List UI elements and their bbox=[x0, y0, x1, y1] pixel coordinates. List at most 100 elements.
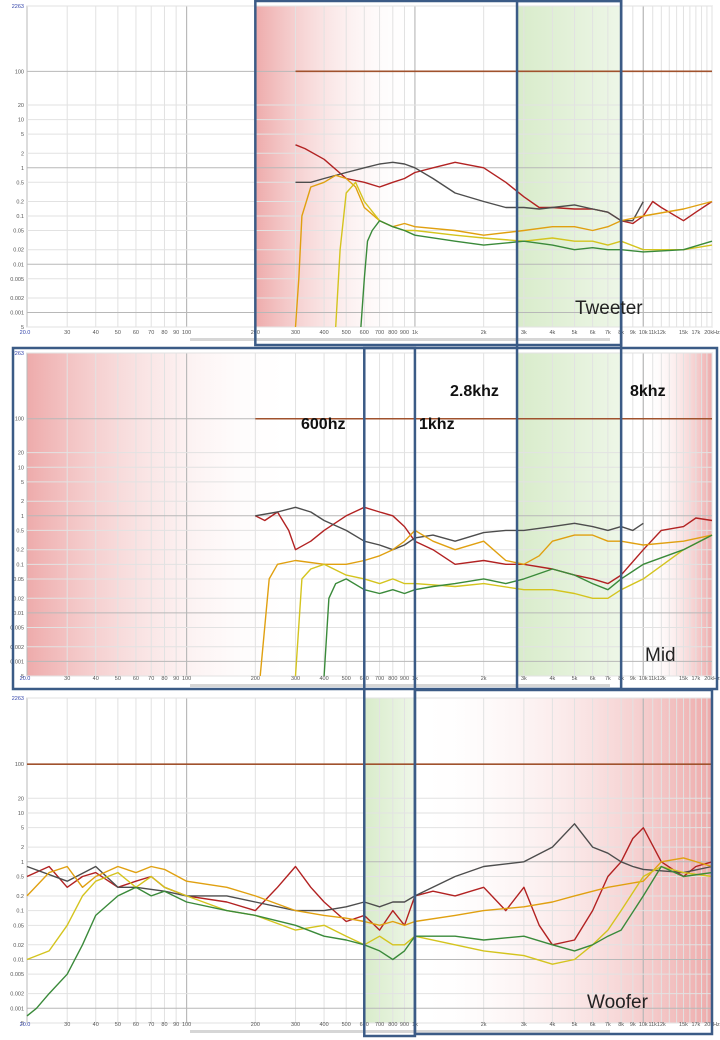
y-tick-label: 0.01 bbox=[13, 957, 24, 963]
series-orange-line bbox=[26, 857, 713, 926]
x-tick-label: 11k bbox=[648, 1022, 657, 1028]
annotation-2-8khz: 2.8khz bbox=[450, 383, 499, 400]
y-tick-label: 0.001 bbox=[10, 1006, 24, 1012]
green-band bbox=[517, 6, 622, 327]
x-tick-label: 60 bbox=[133, 676, 139, 682]
x-tick-label: 5k bbox=[572, 330, 578, 336]
x-tick-label: 900 bbox=[400, 330, 409, 336]
x-tick-label: 12k bbox=[657, 330, 666, 336]
x-tick-label: 70 bbox=[148, 1022, 154, 1028]
x-tick-label: 11k bbox=[648, 676, 657, 682]
x-tick-label: 400 bbox=[319, 1022, 328, 1028]
woofer-label: Woofer bbox=[587, 992, 649, 1013]
x-tick-label: 500 bbox=[342, 1022, 351, 1028]
x-tick-label: 10k bbox=[639, 676, 648, 682]
x-tick-label: 9k bbox=[630, 330, 636, 336]
series-yellow-line bbox=[294, 534, 713, 677]
tweeter-label: Tweeter bbox=[575, 298, 643, 319]
x-tick-label: 2k bbox=[481, 330, 487, 336]
y-tick-label: 100 bbox=[15, 762, 24, 768]
x-tick-label: 800 bbox=[388, 330, 397, 336]
x-tick-label: 17k bbox=[691, 330, 700, 336]
x-tick-label: 10k bbox=[639, 330, 648, 336]
y-tick-label: 0.002 bbox=[10, 296, 24, 302]
x-tick-label: 7k bbox=[605, 1022, 611, 1028]
annotation-600hz: 600hz bbox=[301, 416, 345, 433]
y-tick-label: 100 bbox=[15, 69, 24, 75]
x-tick-label: 400 bbox=[319, 330, 328, 336]
y-tick-label: 5 bbox=[21, 132, 24, 138]
x-tick-label: 40 bbox=[93, 676, 99, 682]
scrollbar bbox=[190, 684, 610, 687]
x-tick-label: 90 bbox=[173, 1022, 179, 1028]
y-tick-label: 1 bbox=[21, 514, 24, 520]
y-tick-label: 0.001 bbox=[10, 659, 24, 665]
x-tick-label: 20.0 bbox=[20, 1022, 31, 1028]
x-tick-label: 3k bbox=[521, 1022, 527, 1028]
x-tick-label: 500 bbox=[342, 330, 351, 336]
y-tick-label: 5 bbox=[21, 674, 24, 680]
x-tick-label: 11k bbox=[648, 330, 657, 336]
series-orange-line bbox=[294, 174, 713, 328]
y-tick-label: 0.02 bbox=[13, 943, 24, 949]
x-tick-label: 90 bbox=[173, 330, 179, 336]
green-band bbox=[364, 698, 415, 1023]
x-tick-label: 5k bbox=[572, 1022, 578, 1028]
x-tick-label: 40 bbox=[93, 330, 99, 336]
x-tick-label: 800 bbox=[388, 1022, 397, 1028]
pink-band-right bbox=[643, 353, 712, 676]
mid-panel: 2263 100 20 10 5 2 1 0.5 0.2 0.1 0.05 0.02 0.01 0.005… bbox=[10, 351, 720, 687]
x-tick-label: 900 bbox=[400, 1022, 409, 1028]
series-red-line bbox=[26, 827, 713, 946]
x-tick-label: 4k bbox=[549, 330, 555, 336]
x-tick-label: 17k bbox=[691, 1022, 700, 1028]
x-tick-label: 100 bbox=[182, 1022, 191, 1028]
green-band bbox=[517, 353, 622, 676]
y-tick-label: 0.005 bbox=[10, 625, 24, 631]
y-tick-label: 2263 bbox=[12, 351, 24, 357]
x-tick-label: 30 bbox=[64, 330, 70, 336]
y-tick-label: 2263 bbox=[12, 696, 24, 702]
x-tick-label: 300 bbox=[291, 676, 300, 682]
x-tick-label: 15k bbox=[679, 1022, 688, 1028]
y-tick-label: 2 bbox=[21, 499, 24, 505]
x-tick-label: 6k bbox=[590, 330, 596, 336]
x-tick-label: 70 bbox=[148, 676, 154, 682]
x-tick-label: 5k bbox=[572, 676, 578, 682]
x-tick-label: 700 bbox=[375, 330, 384, 336]
x-tick-label: 9k bbox=[630, 1022, 636, 1028]
x-tick-label: 9k bbox=[630, 676, 636, 682]
y-tick-label: 0.5 bbox=[16, 180, 24, 186]
x-tick-label: 2k bbox=[481, 676, 487, 682]
y-tick-label: 100 bbox=[15, 417, 24, 423]
x-tick-label: 30 bbox=[64, 1022, 70, 1028]
x-tick-label: 20kHz bbox=[704, 676, 720, 682]
y-tick-label: 0.005 bbox=[10, 972, 24, 978]
y-tick-label: 0.1 bbox=[16, 214, 24, 220]
y-tick-label: 0.02 bbox=[13, 596, 24, 602]
x-tick-label: 7k bbox=[605, 330, 611, 336]
y-tick-label: 0.2 bbox=[16, 200, 24, 206]
y-tick-label: 0.002 bbox=[10, 992, 24, 998]
x-tick-label: 700 bbox=[375, 676, 384, 682]
series-yellow-line bbox=[335, 181, 713, 328]
x-tick-label: 100 bbox=[182, 676, 191, 682]
tweeter-panel: 2263 100 20 10 5 2 1 0.5 0.2 0.1 0.05 0.02 0.01 0.005… bbox=[10, 4, 720, 341]
series-gray-line bbox=[26, 823, 713, 912]
x-tick-label: 200 bbox=[251, 1022, 260, 1028]
x-tick-label: 80 bbox=[161, 1022, 167, 1028]
x-tick-label: 90 bbox=[173, 676, 179, 682]
y-tick-label: 0.05 bbox=[13, 229, 24, 235]
series-gray-line bbox=[295, 161, 644, 222]
x-tick-label: 500 bbox=[342, 676, 351, 682]
y-tick-label: 0.2 bbox=[16, 894, 24, 900]
y-tick-label: 0.01 bbox=[13, 262, 24, 268]
y-tick-label: 0.1 bbox=[16, 909, 24, 915]
y-tick-label: 0.5 bbox=[16, 875, 24, 881]
y-tick-label: 5 bbox=[21, 325, 24, 331]
x-tick-label: 300 bbox=[291, 330, 300, 336]
y-tick-label: 2 bbox=[21, 845, 24, 851]
y-tick-label: 0.005 bbox=[10, 277, 24, 283]
series-yellow-line bbox=[26, 865, 713, 965]
y-tick-label: 5 bbox=[21, 480, 24, 486]
